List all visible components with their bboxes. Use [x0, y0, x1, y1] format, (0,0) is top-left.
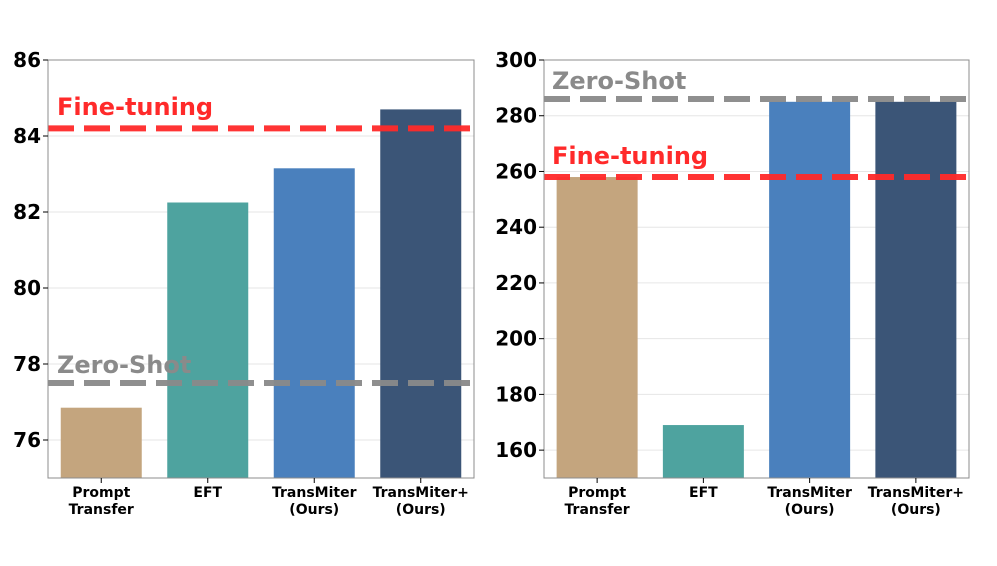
chart-panel-2: Zero-Shot Fine-tuning 160 180 200 220 240 260 28… — [495, 48, 970, 518]
bar-prompt-transfer — [556, 177, 638, 479]
y-tick-label: 82 — [13, 200, 41, 224]
reference-label-fine-tuning: Fine-tuning — [57, 93, 213, 121]
x-tick-label: TransMiter+ (Ours) — [373, 485, 469, 518]
y-tick-label: 280 — [495, 104, 537, 128]
y-tick-label: 160 — [495, 438, 537, 462]
x-tick-label: EFT — [689, 485, 718, 501]
y-tick-label: 86 — [13, 48, 41, 72]
y-tick-label: 80 — [13, 276, 41, 300]
bar-eft — [662, 425, 744, 478]
x-tick-label: Prompt Transfer — [565, 485, 630, 518]
y-tick-label: 240 — [495, 215, 537, 239]
y-tick-label: 260 — [495, 159, 537, 183]
chart-panel-1: Fine-tuning Zero-Shot 76 78 80 82 84 86 Prompt Tr… — [13, 48, 475, 518]
bar-transmiter-ours — [380, 109, 462, 479]
y-tick-label: 200 — [495, 327, 537, 351]
bar-transmiter-ours — [769, 101, 851, 479]
x-tick-label: Prompt Transfer — [69, 485, 134, 518]
bar-eft — [167, 202, 249, 478]
reference-label-fine-tuning: Fine-tuning — [552, 142, 708, 170]
y-tick-label: 220 — [495, 271, 537, 295]
y-tick-label: 300 — [495, 48, 537, 72]
bar-transmiter-ours — [273, 168, 355, 479]
y-tick-label: 84 — [13, 124, 41, 148]
y-tick-label: 76 — [13, 428, 41, 452]
axes-frame — [543, 59, 970, 479]
y-tick-label: 180 — [495, 382, 537, 406]
axes-frame — [47, 59, 475, 479]
y-tick-label: 78 — [13, 352, 41, 376]
x-tick-label: TransMiter+ (Ours) — [868, 485, 964, 518]
x-tick-label: EFT — [193, 485, 222, 501]
reference-label-zero-shot: Zero-Shot — [552, 67, 686, 95]
reference-label-zero-shot: Zero-Shot — [57, 351, 191, 379]
bar-transmiter-ours — [875, 101, 957, 479]
x-tick-label: TransMiter (Ours) — [767, 485, 852, 518]
bar-prompt-transfer — [60, 407, 142, 478]
x-tick-label: TransMiter (Ours) — [272, 485, 357, 518]
